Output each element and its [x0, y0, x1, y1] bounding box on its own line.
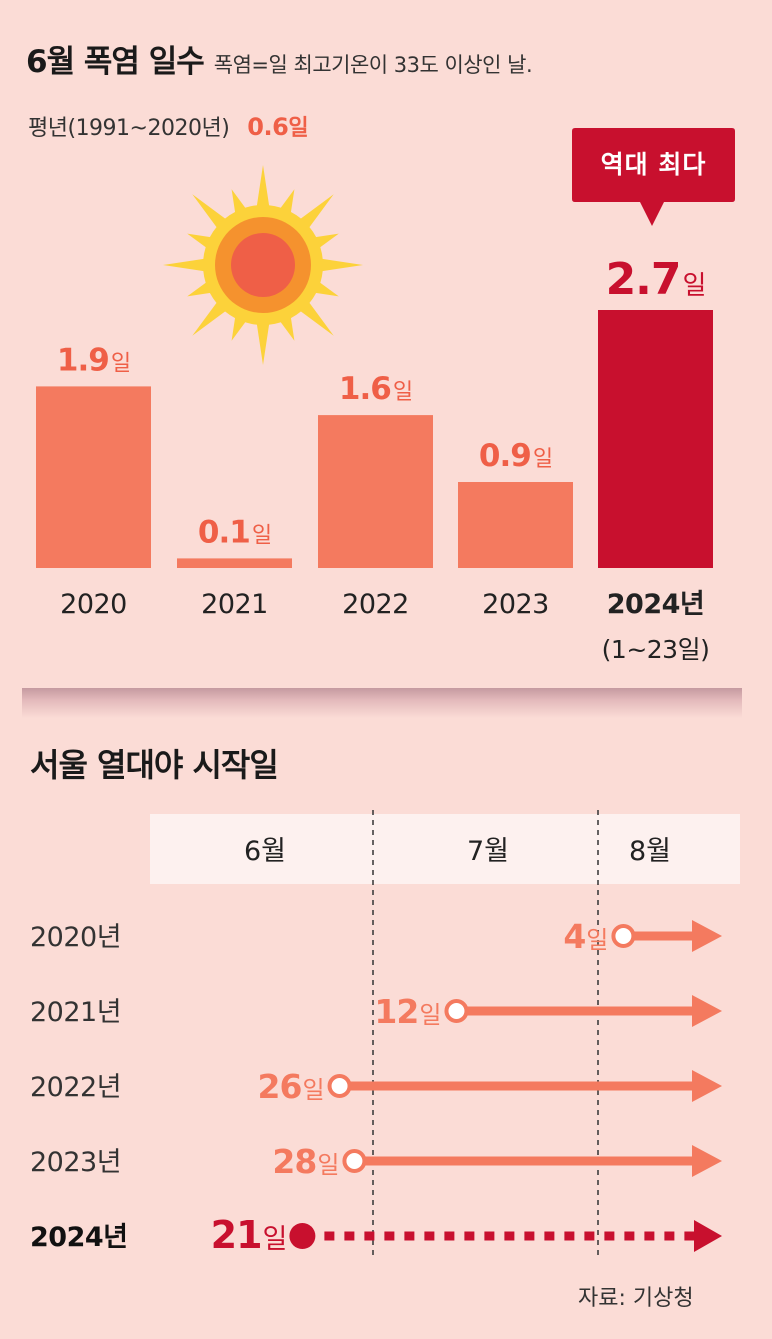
source-credit: 자료: 기상청	[578, 1286, 694, 1311]
bar-2023	[458, 482, 573, 568]
section-divider	[22, 688, 742, 718]
timeline-date-label: 12일	[374, 992, 440, 1031]
bar-value-unit: 일	[111, 351, 130, 376]
month-label: 6월	[244, 836, 286, 867]
timeline-year-label: 2022년	[30, 1072, 121, 1103]
timeline-arrowhead	[692, 1145, 722, 1177]
timeline-year-label: 2024년	[30, 1222, 128, 1253]
bar-value-unit: 일	[393, 380, 412, 405]
timeline-year-label: 2023년	[30, 1147, 121, 1178]
timeline-start-marker	[342, 1149, 367, 1173]
timeline-date-unit: 일	[419, 1001, 440, 1029]
timeline-date-unit: 일	[586, 926, 607, 954]
record-badge: 역대 최다	[572, 128, 735, 226]
timeline-year-label: 2020년	[30, 922, 121, 953]
timeline-date-label: 21일	[211, 1213, 287, 1257]
x-tick-sublabel: (1~23일)	[602, 635, 710, 664]
month-label: 7월	[467, 836, 509, 867]
sun-ray	[256, 165, 270, 212]
timeline-title: 서울 열대야 시작일	[30, 746, 279, 784]
bar-value-label: 2.7일	[606, 254, 706, 305]
timeline-date-unit: 일	[317, 1151, 338, 1179]
sun-ray	[256, 318, 270, 365]
normal-unit: 일	[288, 116, 309, 141]
bar-value-label: 1.9일	[57, 342, 130, 378]
sun-ray	[163, 258, 210, 272]
bar-chart: 1.9일 2020 0.1일 2021 1.6일 2022 0.9일 2023 2.7일 2024…	[36, 254, 713, 664]
timeline-chart: 6월 7월 8월 2020년 4일 2021년 12일 2022년 26일 2023년 28일 202…	[30, 810, 740, 1260]
sun-ray	[316, 258, 363, 272]
timeline-date-label: 4일	[563, 917, 607, 956]
x-tick-label: 2022	[342, 589, 409, 620]
x-tick-label: 2023	[482, 589, 549, 620]
x-tick-label: 2021	[201, 589, 268, 620]
timeline-year-label: 2021년	[30, 997, 121, 1028]
timeline-start-marker	[327, 1074, 352, 1098]
x-tick-label: 2024년	[607, 589, 705, 620]
chart-title: 6월 폭염 일수	[26, 44, 205, 80]
record-badge-shape	[572, 128, 735, 226]
timeline-start-marker	[611, 924, 636, 948]
bar-2021	[177, 558, 292, 568]
timeline-start-marker	[444, 999, 469, 1023]
timeline-start-marker	[289, 1223, 316, 1249]
timeline-arrowhead	[692, 920, 722, 952]
sun-icon	[163, 165, 363, 365]
timeline-date-unit: 일	[263, 1224, 287, 1255]
bar-value-label: 0.1일	[198, 514, 271, 550]
month-band	[150, 814, 740, 884]
timeline-date-label: 26일	[258, 1067, 324, 1106]
month-label: 8월	[629, 836, 671, 867]
header: 6월 폭염 일수 폭염=일 최고기온이 33도 이상인 날.	[26, 36, 533, 81]
timeline-arrowhead	[692, 995, 722, 1027]
timeline-date-label: 28일	[272, 1142, 338, 1181]
timeline-date-unit: 일	[302, 1076, 323, 1104]
normal-label: 평년(1991~2020년)	[28, 116, 230, 141]
bar-value-unit: 일	[533, 447, 552, 472]
normal-number: 0.6	[247, 113, 289, 141]
bar-value-unit: 일	[683, 271, 706, 301]
bar-value-label: 0.9일	[479, 438, 552, 474]
timeline-arrowhead	[694, 1220, 722, 1252]
record-badge-text: 역대 최다	[600, 150, 707, 179]
heatwave-definition: 폭염=일 최고기온이 33도 이상인 날.	[213, 53, 533, 77]
bar-value-label: 1.6일	[339, 371, 412, 407]
normal-average: 평년(1991~2020년) 0.6일	[28, 110, 309, 142]
timeline-arrowhead	[692, 1070, 722, 1102]
bar-2024년	[598, 310, 713, 568]
normal-value: 0.6일	[247, 113, 309, 141]
bar-value-unit: 일	[252, 523, 271, 548]
bar-2022	[318, 415, 433, 568]
x-tick-label: 2020	[60, 589, 127, 620]
bar-2020	[36, 386, 151, 568]
